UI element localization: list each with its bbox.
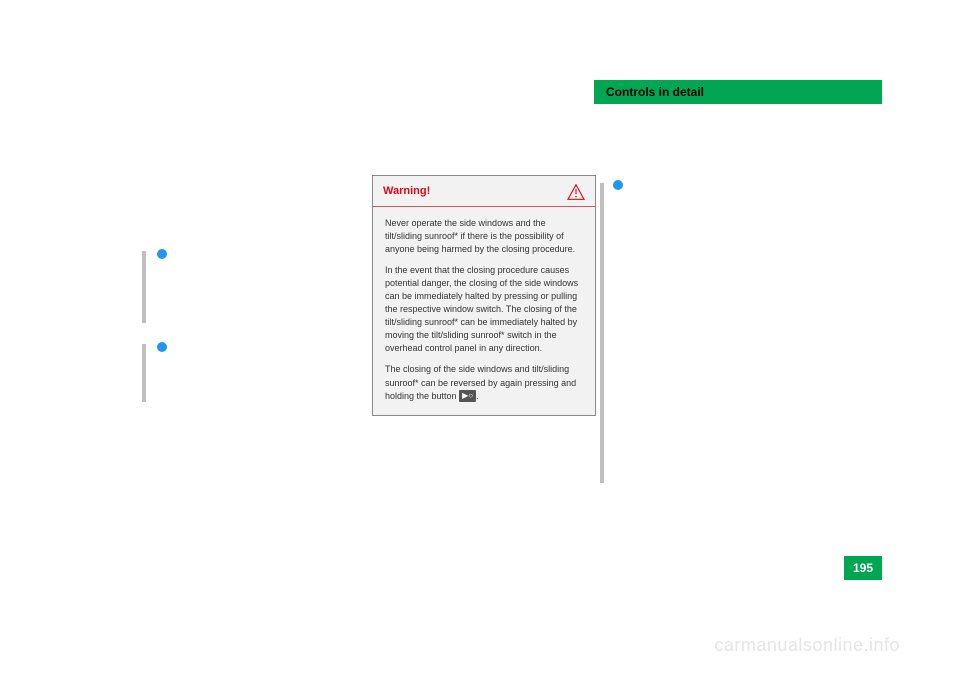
- info-sidebar-bar: [142, 251, 146, 323]
- warning-triangle-icon: [567, 184, 585, 200]
- info-sidebar-bar: [142, 344, 146, 402]
- info-bullet-icon: [613, 180, 623, 190]
- section-header: Controls in detail: [594, 80, 882, 104]
- warning-body: Never operate the side windows and the t…: [373, 207, 595, 415]
- info-bullet-icon: [157, 342, 167, 352]
- warning-paragraph: Never operate the side windows and the t…: [385, 217, 583, 256]
- warning-text: .: [476, 391, 479, 401]
- warning-paragraph: In the event that the closing procedure …: [385, 264, 583, 355]
- page-number-value: 195: [853, 561, 873, 575]
- page-number: 195: [844, 556, 882, 580]
- warning-paragraph: The closing of the side windows and tilt…: [385, 363, 583, 402]
- info-bullet-icon: [157, 249, 167, 259]
- warning-title: Warning!: [383, 184, 430, 200]
- button-glyph-icon: ▶○: [459, 390, 476, 402]
- warning-header: Warning!: [373, 176, 595, 207]
- section-title: Controls in detail: [606, 85, 704, 99]
- watermark: carmanualsonline.info: [714, 635, 900, 656]
- info-sidebar-bar: [600, 183, 604, 483]
- warning-text: The closing of the side windows and tilt…: [385, 364, 576, 400]
- warning-callout: Warning! Never operate the side windows …: [372, 175, 596, 416]
- manual-page: Controls in detail Warning! Never operat…: [0, 0, 960, 678]
